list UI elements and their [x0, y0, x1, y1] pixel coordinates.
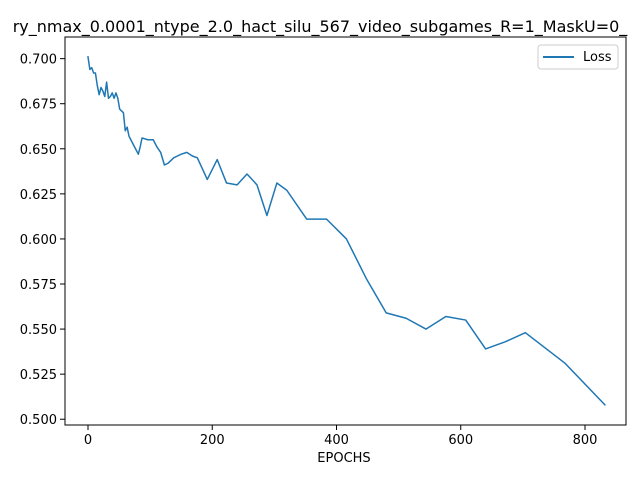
y-tick-label: 0.600: [20, 233, 57, 248]
plot-area: [64, 36, 627, 426]
plot-frame: [64, 36, 627, 426]
y-tick-label: 0.500: [20, 413, 57, 428]
x-tick-label: 0: [84, 433, 92, 448]
x-axis-label: EPOCHS: [317, 451, 370, 466]
legend-label-loss: Loss: [583, 50, 612, 65]
x-tick-label: 800: [573, 433, 598, 448]
y-tick-label: 0.675: [20, 98, 57, 113]
series-line-loss: [87, 55, 606, 406]
y-tick-label: 0.625: [20, 188, 57, 203]
y-axis: 0.500 0.525 0.550 0.575 0.600 0.625 0.650 0.675…: [20, 53, 65, 428]
y-tick-label: 0.550: [20, 323, 57, 338]
chart-title: ry_nmax_0.0001_ntype_2.0_hact_silu_567_v…: [13, 17, 629, 37]
x-tick-label: 600: [448, 433, 473, 448]
legend: Loss: [537, 44, 619, 70]
x-axis: 0 200 400 600 800: [84, 425, 598, 448]
y-tick-label: 0.700: [20, 53, 57, 68]
legend-frame: [537, 44, 619, 70]
x-tick-label: 400: [324, 433, 349, 448]
x-tick-label: 200: [200, 433, 225, 448]
y-tick-label: 0.650: [20, 143, 57, 158]
y-tick-label: 0.575: [20, 278, 57, 293]
y-tick-label: 0.525: [20, 368, 57, 383]
